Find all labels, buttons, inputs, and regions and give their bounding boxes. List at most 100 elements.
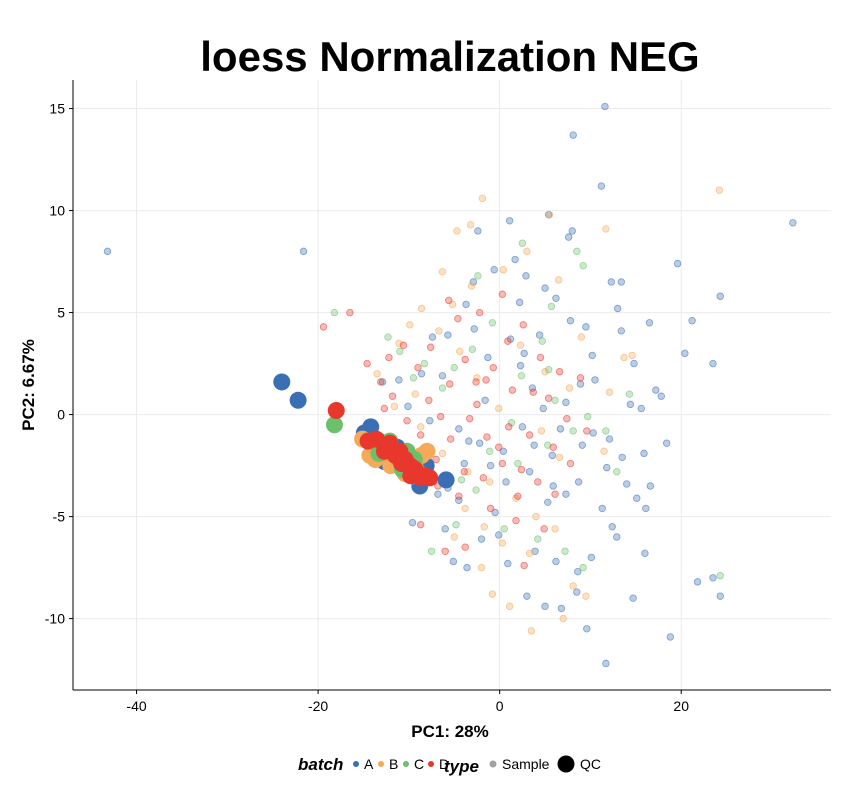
data-points: [103, 102, 797, 668]
sample-point-A: [613, 304, 622, 313]
sample-point-C: [488, 319, 497, 327]
sample-point-B: [498, 539, 507, 547]
sample-point-D: [380, 404, 389, 413]
chart-title: loess Normalization NEG: [200, 33, 699, 80]
sample-point-A: [605, 435, 614, 443]
sample-point-A: [623, 480, 631, 488]
sample-point-B: [600, 447, 608, 456]
sample-point-C: [716, 572, 724, 580]
x-tick-label: -40: [126, 698, 146, 714]
legend-label-A: A: [364, 756, 374, 772]
qc-point-D: [327, 402, 345, 420]
sample-point-A: [642, 504, 650, 513]
sample-point-A: [556, 425, 565, 433]
sample-point-A: [582, 323, 590, 331]
sample-point-A: [428, 333, 437, 341]
sample-point-D: [486, 504, 495, 513]
sample-point-C: [625, 390, 634, 398]
sample-point-D: [544, 394, 553, 402]
sample-point-A: [618, 453, 626, 462]
sample-point-D: [551, 490, 559, 498]
sample-point-C: [569, 427, 577, 435]
x-tick-label: 20: [673, 698, 689, 714]
sample-point-B: [532, 512, 540, 521]
sample-point-A: [681, 349, 689, 358]
sample-point-C: [457, 476, 466, 484]
sample-point-D: [489, 363, 498, 372]
sample-point-D: [319, 323, 328, 331]
sample-point-A: [693, 578, 702, 586]
sample-point-D: [555, 368, 564, 376]
sample-point-A: [520, 349, 528, 358]
sample-point-C: [602, 427, 610, 435]
sample-point-A: [518, 423, 527, 431]
sample-point-B: [478, 194, 487, 203]
sample-point-A: [629, 594, 637, 602]
sample-point-A: [789, 219, 797, 227]
sample-point-B: [488, 590, 497, 598]
sample-point-D: [479, 474, 488, 482]
sample-point-A: [535, 331, 544, 339]
sample-point-B: [453, 227, 461, 235]
sample-point-D: [475, 308, 484, 317]
sample-point-D: [377, 378, 385, 386]
sample-point-D: [536, 353, 545, 362]
sample-point-A: [408, 519, 417, 527]
sample-point-A: [449, 557, 458, 566]
sample-point-D: [432, 455, 440, 464]
sample-point-C: [534, 535, 542, 543]
sample-point-B: [559, 614, 567, 623]
sample-point-D: [529, 388, 537, 396]
sample-point-D: [441, 547, 449, 555]
sample-point-A: [541, 602, 549, 611]
y-tick-label: -10: [45, 611, 65, 627]
sample-point-A: [502, 478, 510, 486]
qc-point-D: [402, 467, 420, 485]
sample-point-D: [346, 308, 354, 317]
sample-point-B: [435, 327, 443, 335]
sample-point-A: [662, 439, 671, 447]
sample-point-C: [420, 359, 429, 368]
sample-point-A: [666, 633, 675, 641]
sample-point-A: [652, 386, 660, 394]
sample-point-A: [617, 278, 626, 286]
legend-key-A: [353, 761, 359, 767]
sample-point-C: [579, 563, 587, 572]
sample-point-A: [588, 351, 596, 360]
legend-batch-title: batch: [298, 755, 343, 774]
sample-point-A: [462, 300, 470, 309]
sample-point-A: [465, 437, 473, 445]
sample-point-C: [450, 363, 458, 372]
sample-point-B: [628, 351, 636, 360]
sample-point-A: [490, 266, 498, 274]
sample-point-A: [637, 404, 645, 413]
sample-point-A: [633, 494, 641, 502]
sample-point-A: [645, 319, 654, 327]
sample-point-C: [514, 459, 522, 468]
sample-point-D: [425, 396, 433, 405]
qc-point-A: [437, 471, 455, 489]
legend-type-title: type: [444, 757, 479, 776]
sample-point-B: [450, 533, 458, 541]
sample-point-B: [499, 266, 507, 274]
sample-point-C: [517, 372, 526, 380]
sample-point-C: [544, 441, 552, 449]
sample-point-A: [709, 359, 717, 368]
sample-point-A: [516, 361, 525, 370]
sample-point-D: [505, 423, 513, 431]
sample-point-C: [452, 521, 460, 529]
sample-point-B: [620, 353, 628, 362]
sample-point-D: [472, 378, 480, 386]
sample-point-B: [485, 478, 494, 486]
sample-point-B: [411, 390, 419, 398]
sample-point-D: [583, 427, 591, 435]
sample-point-B: [527, 627, 536, 635]
sample-point-B: [554, 276, 563, 284]
sample-point-A: [455, 496, 463, 504]
sample-point-A: [463, 563, 471, 572]
sample-point-C: [547, 302, 556, 311]
sample-point-D: [504, 337, 512, 345]
sample-point-C: [468, 345, 477, 353]
sample-point-A: [673, 259, 682, 268]
